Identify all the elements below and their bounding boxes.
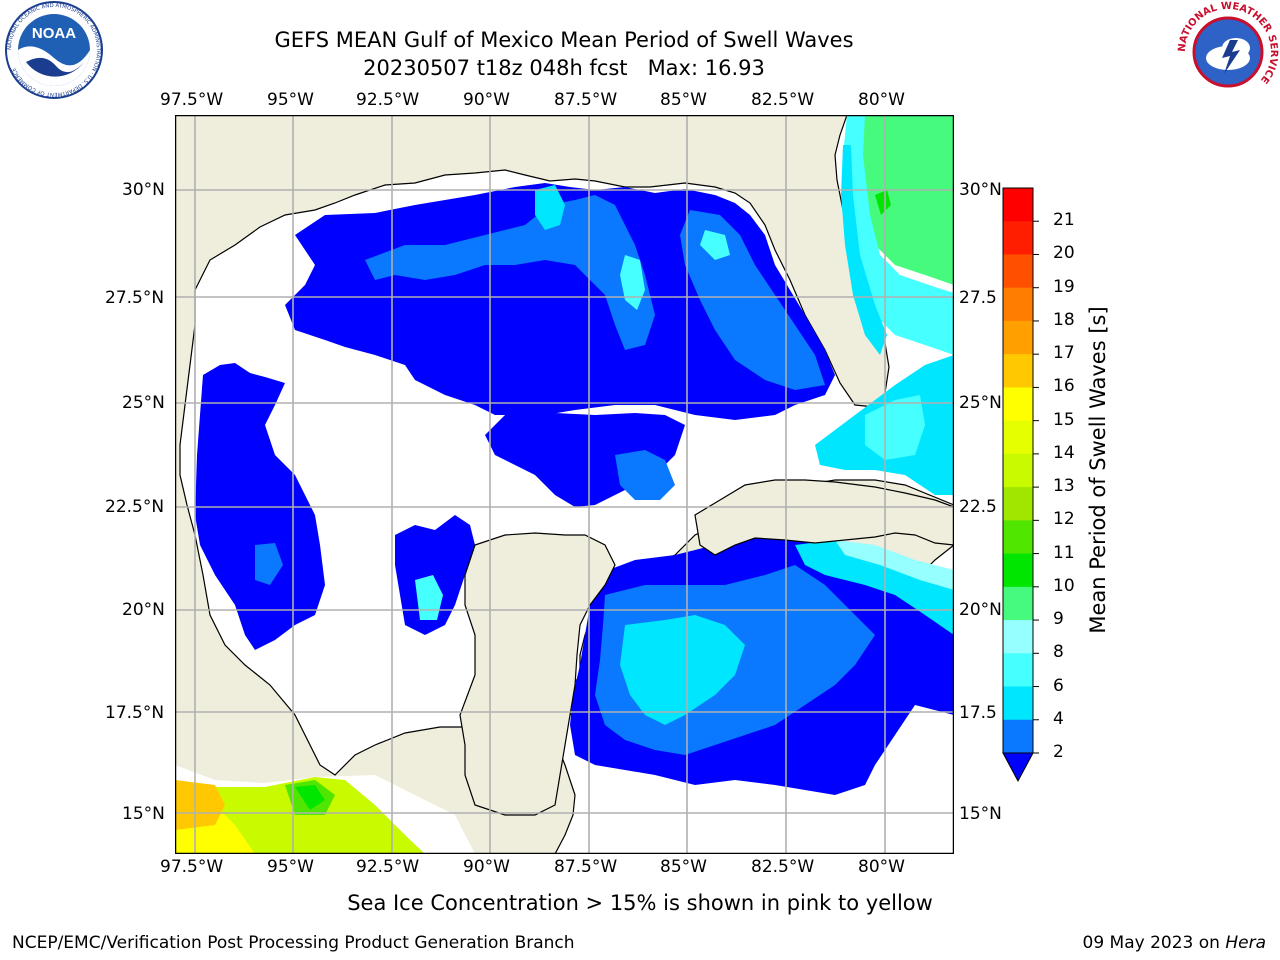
colorbar	[1002, 187, 1039, 783]
swell-9-10s-atlantic	[855, 115, 954, 285]
colorbar-tick-label: 6	[1053, 675, 1064, 696]
lat-tick-right: 17.5	[959, 703, 997, 723]
noaa-logo-icon: NOAA NATIONAL OCEANIC AND ATMOSPHERIC AD…	[5, 1, 103, 99]
chart-subtitle: 20230507 t18z 048h fcst Max: 16.93	[363, 56, 765, 80]
swell-8-9s-straits	[865, 395, 925, 460]
cuba-land	[694, 479, 954, 556]
lat-tick-right: 22.5	[959, 497, 997, 517]
colorbar-tick-label: 9	[1053, 609, 1064, 630]
colorbar-segment	[1003, 221, 1033, 255]
colorbar-segment	[1003, 487, 1033, 521]
colorbar-tick-label: 4	[1053, 708, 1064, 729]
colorbar-label: Mean Period of Swell Waves [s]	[1086, 306, 1110, 634]
lon-tick-bottom: 87.5°W	[554, 857, 618, 877]
lat-tick-right: 15°N	[959, 804, 1002, 824]
lat-tick-left: 15°N	[122, 804, 165, 824]
lon-tick-top: 95°W	[267, 90, 314, 110]
footer-date-text: 09 May 2023 on	[1082, 933, 1226, 953]
swell-6-8s-north3	[700, 230, 730, 260]
graticule	[175, 115, 954, 854]
colorbar-segment	[1003, 620, 1033, 654]
pacific-10-11s	[295, 785, 325, 810]
swell-6-8s-atlantic-coast	[841, 145, 887, 355]
colorbar-tick-label: 2	[1053, 742, 1064, 762]
lon-tick-bottom: 97.5°W	[160, 857, 224, 877]
footer-host: Hera	[1225, 933, 1266, 953]
colorbar-segment	[1003, 453, 1033, 488]
lat-tick-left: 20°N	[122, 600, 165, 620]
lon-tick-top: 80°W	[858, 90, 905, 110]
nws-logo-icon: NATIONAL WEATHER SERVICE	[1177, 1, 1279, 102]
colorbar-tick-label: 17	[1053, 343, 1075, 364]
colorbar-segment	[1003, 354, 1033, 388]
gulf-map	[175, 115, 954, 854]
swell-campeche-light	[415, 575, 443, 620]
colorbar-tick-label: 14	[1053, 442, 1075, 463]
lon-tick-top: 90°W	[463, 90, 510, 110]
lon-tick-top: 97.5°W	[160, 90, 224, 110]
lon-tick-bottom: 92.5°W	[356, 857, 420, 877]
swell-central-light	[615, 450, 675, 500]
lon-tick-bottom: 82.5°W	[751, 857, 815, 877]
colorbar-segment	[1003, 188, 1033, 222]
swell-6-8s-caribbean	[620, 615, 745, 725]
lon-tick-top: 85°W	[660, 90, 707, 110]
lon-tick-top: 87.5°W	[554, 90, 618, 110]
colorbar-tick-label: 15	[1053, 409, 1075, 430]
colorbar-segment	[1003, 520, 1033, 555]
colorbar-segment	[1003, 420, 1033, 455]
footer-credit: NCEP/EMC/Verification Post Processing Pr…	[12, 933, 575, 953]
lon-tick-bottom: 90°W	[463, 857, 510, 877]
colorbar-segment	[1003, 320, 1033, 355]
colorbar-segment	[1003, 719, 1033, 754]
lat-tick-left: 17.5°N	[105, 703, 165, 723]
colorbar-tick-label: 13	[1053, 476, 1075, 497]
colorbar-segment	[1003, 254, 1033, 289]
colorbar-tick-label: 19	[1053, 276, 1075, 297]
sea-ice-note: Sea Ice Concentration > 15% is shown in …	[347, 891, 933, 915]
colorbar-segment	[1003, 653, 1033, 688]
lon-tick-bottom: 80°W	[858, 857, 905, 877]
colorbar-segment	[1003, 586, 1033, 621]
swell-6-8s-north	[535, 185, 565, 230]
lat-tick-left: 25°N	[122, 393, 165, 413]
colorbar-tick-label: 16	[1053, 376, 1075, 397]
lon-tick-top: 92.5°W	[356, 90, 420, 110]
swell-4-6s-west	[255, 543, 283, 585]
swell-campeche	[395, 515, 475, 635]
colorbar-tick-label: 12	[1053, 509, 1075, 530]
colorbar-extend-triangle	[1002, 752, 1034, 783]
swell-8-9s-caribbean-east	[835, 540, 954, 590]
yucatan-land	[459, 532, 616, 816]
swell-4-6s-north	[365, 195, 655, 350]
lat-tick-right: 27.5	[959, 288, 997, 308]
colorbar-tick-label: 8	[1053, 642, 1064, 663]
lat-tick-right: 20°N	[959, 600, 1002, 620]
colorbar-segment	[1003, 553, 1033, 588]
lon-tick-bottom: 95°W	[267, 857, 314, 877]
noaa-logo-text: NOAA	[32, 25, 76, 42]
swell-6-8s-caribbean-east	[795, 540, 954, 635]
lat-tick-left: 27.5°N	[105, 288, 165, 308]
colorbar-segment	[1003, 287, 1033, 322]
pacific-16-17s	[175, 780, 225, 830]
colorbar-tick-label: 11	[1053, 542, 1075, 563]
chart-title: GEFS MEAN Gulf of Mexico Mean Period of …	[274, 28, 854, 52]
lat-tick-right: 30°N	[959, 180, 1002, 200]
swell-10-11s-atlantic	[875, 190, 891, 215]
lon-tick-top: 82.5°W	[751, 90, 815, 110]
lat-tick-right: 25°N	[959, 393, 1002, 413]
colorbar-segment	[1003, 387, 1033, 422]
lon-tick-bottom: 85°W	[660, 857, 707, 877]
lat-tick-left: 30°N	[122, 180, 165, 200]
colorbar-tick-label: 18	[1053, 309, 1075, 330]
colorbar-outline	[1002, 187, 1034, 754]
colorbar-tick-label: 20	[1053, 243, 1075, 264]
colorbar-segment	[1003, 686, 1033, 721]
colorbar-tick-label: 21	[1053, 210, 1075, 231]
lat-tick-left: 22.5°N	[105, 497, 165, 517]
footer-date: 09 May 2023 on Hera	[1083, 933, 1267, 953]
colorbar-tick-label: 10	[1053, 575, 1075, 596]
